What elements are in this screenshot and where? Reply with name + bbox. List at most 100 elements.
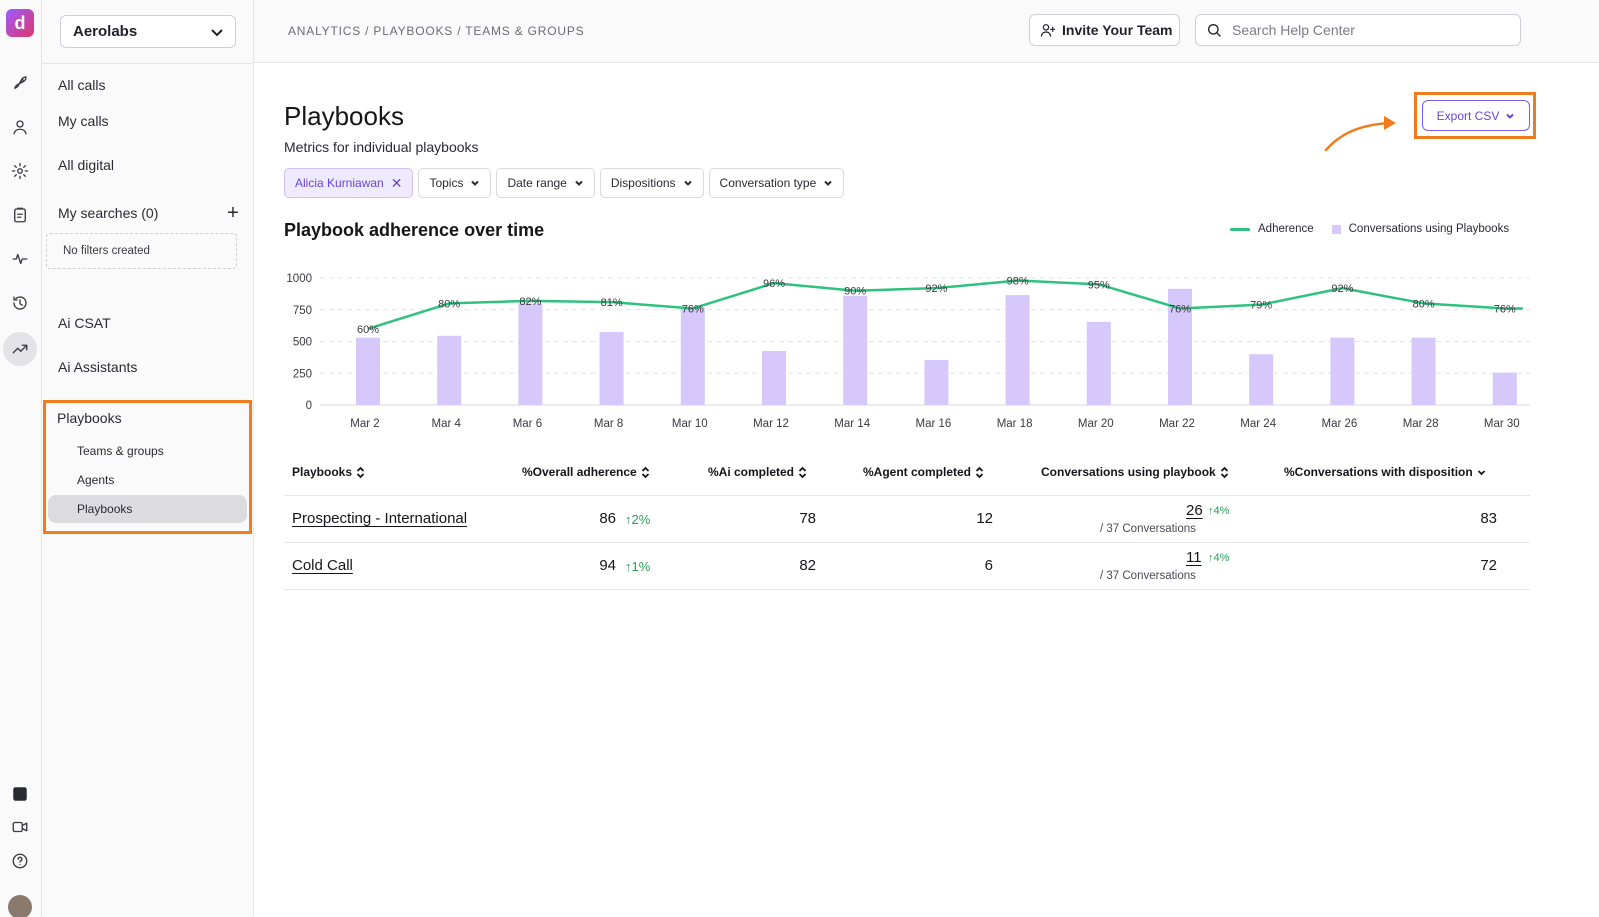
close-icon[interactable]: ✕ bbox=[390, 175, 403, 191]
pulse-icon[interactable] bbox=[9, 248, 31, 270]
column-header-playbooks[interactable]: Playbooks bbox=[292, 465, 365, 479]
filter-chip-agent[interactable]: Alicia Kurniawan ✕ bbox=[284, 168, 414, 198]
nav-ai-csat[interactable]: Ai CSAT bbox=[58, 315, 111, 331]
chart-bar bbox=[437, 335, 462, 405]
chart-title: Playbook adherence over time bbox=[284, 220, 545, 240]
rocket-icon[interactable] bbox=[9, 72, 31, 94]
table-row[interactable]: Prospecting - International 86 ↑2% 78 12… bbox=[284, 496, 1530, 543]
user-icon[interactable] bbox=[9, 116, 31, 138]
nav-all-digital[interactable]: All digital bbox=[58, 157, 115, 173]
annotation-arrow bbox=[1324, 116, 1396, 152]
x-tick-label: Mar 18 bbox=[997, 418, 1033, 430]
filter-conversation-type-label: Conversation type bbox=[719, 176, 817, 190]
playbooks-highlight-box bbox=[43, 400, 252, 534]
gear-icon[interactable] bbox=[9, 160, 31, 182]
help-icon[interactable] bbox=[9, 850, 31, 872]
adherence-data-label: 98% bbox=[1007, 276, 1029, 288]
y-tick-label: 750 bbox=[293, 305, 312, 317]
cell-disposition: 72 bbox=[1480, 557, 1497, 574]
legend-adherence-label: Adherence bbox=[1258, 223, 1314, 235]
chart-bar bbox=[1249, 354, 1274, 405]
add-user-icon bbox=[1040, 24, 1056, 37]
page-title: Playbooks bbox=[284, 101, 404, 131]
invite-team-button[interactable]: Invite Your Team bbox=[1029, 14, 1180, 46]
column-header-adherence-label: %Overall adherence bbox=[522, 465, 637, 479]
cell-disposition: 83 bbox=[1480, 510, 1497, 527]
page-subtitle: Metrics for individual playbooks bbox=[284, 139, 479, 155]
cell-conversations[interactable]: 11 bbox=[1186, 549, 1202, 566]
column-header-disposition[interactable]: %Conversations with disposition bbox=[1284, 465, 1486, 479]
filter-conversation-type[interactable]: Conversation type bbox=[708, 168, 845, 198]
nav-my-searches[interactable]: My searches (0) bbox=[58, 205, 159, 221]
invite-team-label: Invite Your Team bbox=[1062, 22, 1173, 38]
video-icon[interactable] bbox=[9, 816, 31, 838]
sort-icon bbox=[975, 466, 984, 478]
chart-bar bbox=[1492, 372, 1517, 405]
filter-date-range[interactable]: Date range bbox=[496, 168, 595, 198]
column-header-ai-completed[interactable]: %Ai completed bbox=[708, 465, 807, 479]
x-tick-label: Mar 2 bbox=[350, 418, 379, 430]
search-input[interactable] bbox=[1232, 22, 1502, 38]
adherence-data-label: 95% bbox=[1088, 279, 1110, 291]
workspace-name: Aerolabs bbox=[73, 23, 138, 40]
cell-conversations[interactable]: 26 bbox=[1186, 502, 1203, 519]
playbook-name-link[interactable]: Cold Call bbox=[292, 557, 353, 574]
playbooks-table: Playbooks %Overall adherence %Ai complet… bbox=[284, 455, 1530, 590]
y-tick-label: 250 bbox=[293, 368, 312, 380]
filter-topics[interactable]: Topics bbox=[418, 168, 492, 198]
sub-item-teams-groups[interactable]: Teams & groups bbox=[77, 444, 164, 458]
clipboard-icon[interactable] bbox=[9, 204, 31, 226]
sort-icon bbox=[356, 466, 365, 478]
avatar[interactable] bbox=[8, 895, 32, 917]
nav-playbooks[interactable]: Playbooks bbox=[57, 410, 122, 426]
column-header-conversations[interactable]: Conversations using playbook bbox=[1041, 465, 1229, 479]
x-tick-label: Mar 12 bbox=[753, 418, 789, 430]
chevron-down-icon bbox=[1506, 113, 1515, 119]
trending-icon[interactable] bbox=[3, 332, 37, 366]
adherence-data-label: 79% bbox=[1250, 300, 1272, 312]
app-logo[interactable]: d bbox=[6, 9, 34, 37]
column-header-adherence[interactable]: %Overall adherence bbox=[522, 465, 650, 479]
adherence-data-label: 80% bbox=[438, 298, 460, 310]
y-tick-label: 500 bbox=[293, 337, 312, 349]
legend-conversations-label: Conversations using Playbooks bbox=[1348, 223, 1510, 235]
nav-all-calls[interactable]: All calls bbox=[58, 77, 106, 93]
chart-bar bbox=[680, 307, 705, 405]
cell-adherence: 94 bbox=[599, 557, 616, 574]
search-icon bbox=[1208, 24, 1221, 37]
sub-item-agents[interactable]: Agents bbox=[77, 473, 115, 487]
brand-icon[interactable] bbox=[9, 783, 31, 805]
chart-bar bbox=[1005, 295, 1030, 405]
column-header-disposition-label: %Conversations with disposition bbox=[1284, 465, 1473, 479]
nav-ai-assistants[interactable]: Ai Assistants bbox=[58, 359, 138, 375]
adherence-data-label: 96% bbox=[763, 278, 785, 290]
sidebar-divider bbox=[42, 63, 254, 64]
export-csv-button[interactable]: Export CSV bbox=[1422, 100, 1530, 131]
sort-icon bbox=[1220, 466, 1228, 478]
cell-ai-completed: 78 bbox=[799, 510, 816, 527]
workspace-selector[interactable]: Aerolabs bbox=[60, 15, 236, 48]
search-box[interactable] bbox=[1195, 14, 1521, 46]
column-header-ai-completed-label: %Ai completed bbox=[708, 465, 795, 479]
add-search-button[interactable]: + bbox=[227, 202, 239, 224]
adherence-data-label: 60% bbox=[357, 324, 379, 336]
playbook-name-link[interactable]: Prospecting - International bbox=[292, 510, 468, 527]
column-header-agent-completed[interactable]: %Agent completed bbox=[863, 465, 984, 479]
filter-topics-label: Topics bbox=[429, 176, 464, 190]
adherence-data-label: 76% bbox=[1494, 303, 1516, 315]
y-tick-label: 1000 bbox=[286, 273, 312, 285]
x-tick-label: Mar 4 bbox=[431, 418, 461, 430]
nav-my-calls[interactable]: My calls bbox=[58, 113, 109, 129]
chart-bar bbox=[1086, 321, 1111, 405]
table-header: Playbooks %Overall adherence %Ai complet… bbox=[284, 455, 1530, 496]
conversations-total: / 37 Conversations bbox=[1100, 570, 1196, 582]
table-row[interactable]: Cold Call 94 ↑1% 82 6 11 ↑4% / 37 Conver… bbox=[284, 543, 1530, 590]
adherence-data-label: 76% bbox=[682, 303, 704, 315]
sub-item-playbooks[interactable]: Playbooks bbox=[77, 502, 133, 516]
filter-dispositions[interactable]: Dispositions bbox=[599, 168, 704, 198]
adherence-delta: ↑2% bbox=[625, 512, 651, 527]
top-bar: ANALYTICS / PLAYBOOKS / TEAMS & GROUPS I… bbox=[254, 0, 1599, 63]
column-header-agent-completed-label: %Agent completed bbox=[863, 465, 972, 479]
adherence-data-label: 81% bbox=[601, 297, 623, 309]
history-icon[interactable] bbox=[9, 292, 31, 314]
